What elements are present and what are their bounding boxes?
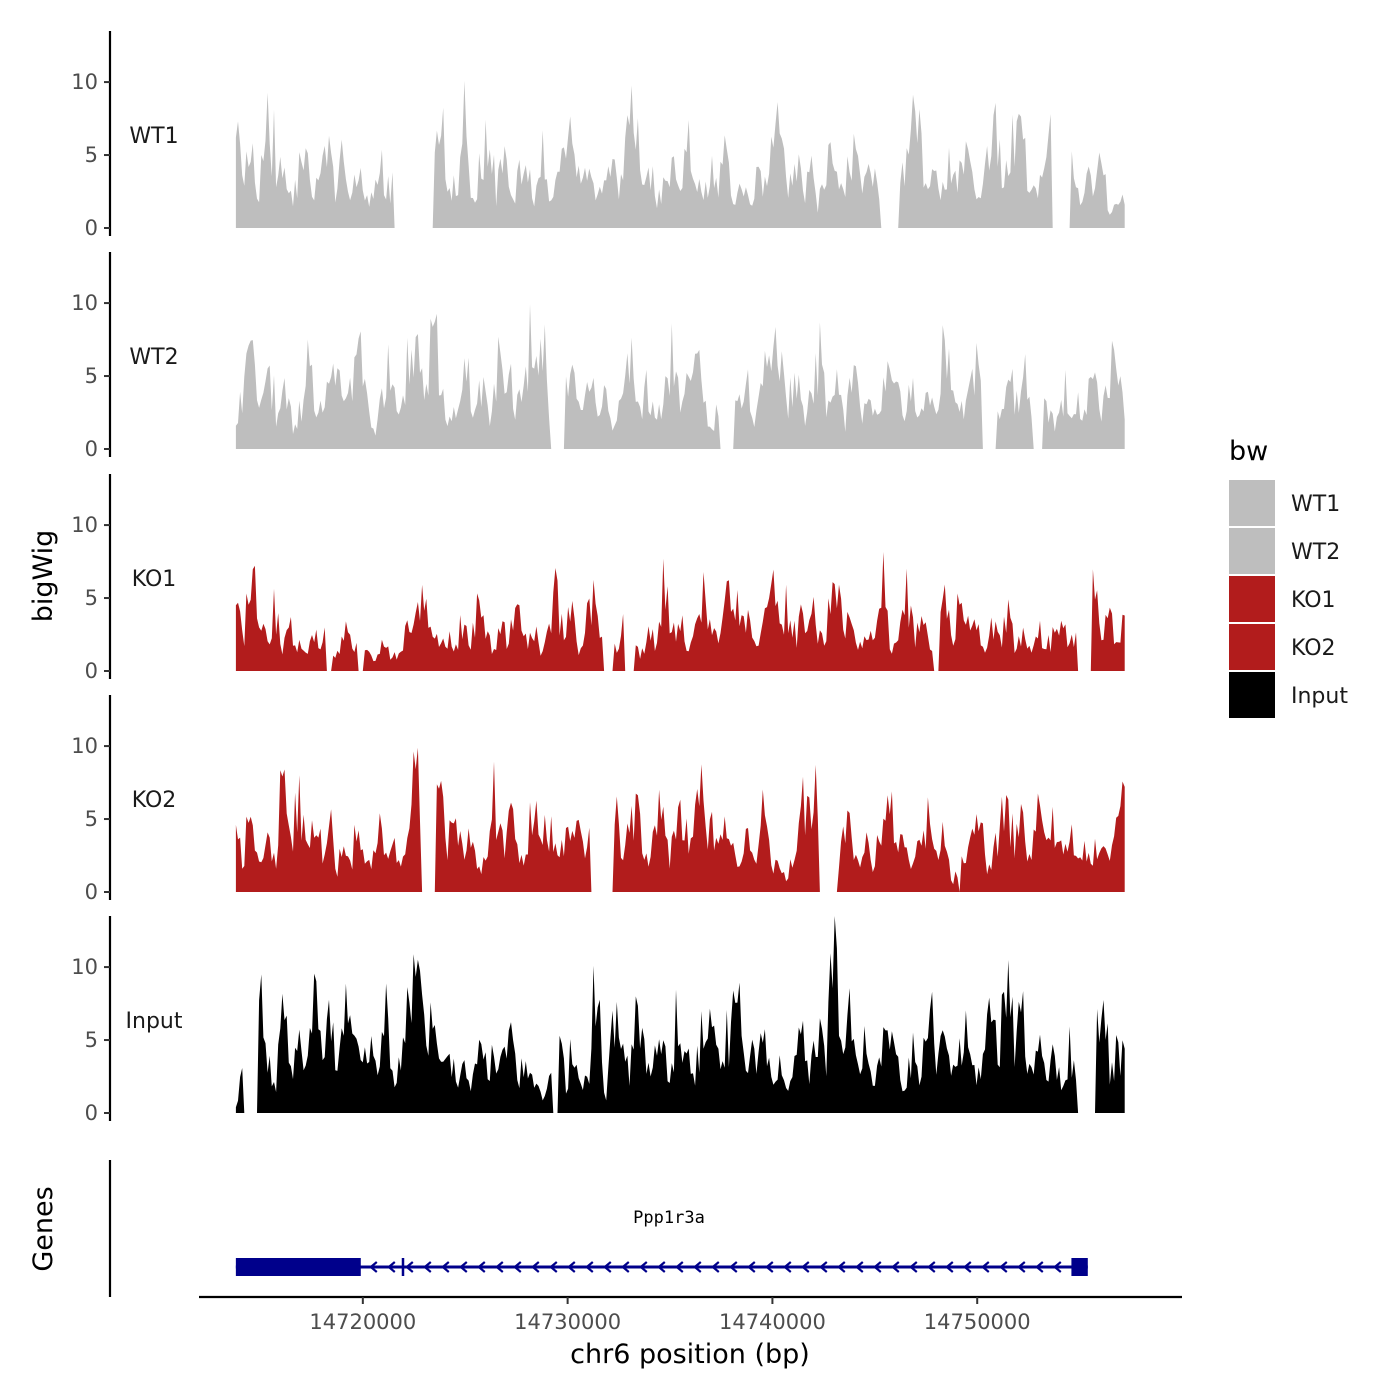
legend-title: bw — [1229, 436, 1268, 467]
track-ko1: 0 5 10 KO1 — [71, 474, 1125, 683]
gene-label-ppp1r3a: Ppp1r3a — [633, 1208, 705, 1228]
y-tick-label: 0 — [85, 216, 98, 240]
gene-strand-arrow — [729, 1261, 738, 1273]
gene-strand-arrow — [909, 1261, 918, 1273]
gene-strand-arrow — [405, 1261, 414, 1273]
y-tick-label: 10 — [71, 734, 98, 758]
gene-strand-arrow — [855, 1261, 864, 1273]
y-tick-label: 0 — [85, 880, 98, 904]
y-tick-label: 10 — [71, 513, 98, 537]
coverage-area-wt1 — [235, 80, 1125, 228]
y-axis-title: bigWig — [28, 530, 59, 623]
gene-exon-3 — [1071, 1258, 1088, 1276]
track-wt1: 0 5 10 WT1 — [71, 31, 1125, 240]
gene-strand-arrow — [783, 1261, 792, 1273]
gene-strand-arrow — [603, 1261, 612, 1273]
gene-strand-arrow — [819, 1261, 828, 1273]
y-tick-label: 10 — [71, 291, 98, 315]
x-tick-label: 14720000 — [309, 1310, 416, 1334]
gene-strand-arrow — [387, 1261, 396, 1273]
y-tick-label: 5 — [85, 364, 98, 388]
gene-strand-arrow — [459, 1261, 468, 1273]
x-tick-label: 14740000 — [719, 1310, 826, 1334]
coverage-tracks: 0 5 10 WT1 0 5 10 WT2 0 5 10 KO1 0 5 10 KO2 0 5 10 Input — [71, 31, 1125, 1125]
genes-panel: Ppp1r3a — [108, 1160, 1088, 1297]
legend-label-input: Input — [1291, 684, 1348, 709]
y-tick-label: 0 — [85, 659, 98, 683]
gene-strand-arrow — [693, 1261, 702, 1273]
x-axis-ticks: 14720000 14730000 14740000 14750000 — [309, 1297, 1031, 1334]
gene-strand-arrow — [945, 1261, 954, 1273]
x-tick-label: 14750000 — [924, 1310, 1031, 1334]
genes-axis-title: Genes — [28, 1186, 59, 1271]
gene-strand-arrow — [423, 1261, 432, 1273]
gene-strand-arrow — [963, 1261, 972, 1273]
track-label-input: Input — [126, 1009, 183, 1034]
track-label-wt2: WT2 — [129, 345, 178, 370]
gene-strand-arrow — [981, 1261, 990, 1273]
gene-strand-arrow — [567, 1261, 576, 1273]
gene-strand-arrow — [747, 1261, 756, 1273]
gene-strand-arrow — [495, 1261, 504, 1273]
legend-label-ko1: KO1 — [1291, 588, 1336, 613]
gene-strand-arrow — [549, 1261, 558, 1273]
legend-swatch-ko2 — [1229, 624, 1275, 670]
gene-strand-arrow — [1017, 1261, 1026, 1273]
legend-items: WT1 WT2 KO1 KO2 Input — [1229, 480, 1348, 718]
gene-strand-arrow — [441, 1261, 450, 1273]
y-tick-label: 10 — [71, 70, 98, 94]
coverage-area-ko2 — [235, 747, 1125, 892]
gene-track — [235, 1258, 1088, 1276]
legend-label-wt1: WT1 — [1291, 492, 1340, 517]
gene-strand-arrow — [1053, 1261, 1062, 1273]
gene-strand-arrow — [639, 1261, 648, 1273]
gene-exon-2 — [401, 1258, 405, 1276]
legend-swatch-wt2 — [1229, 528, 1275, 574]
legend-swatch-wt1 — [1229, 480, 1275, 526]
track-wt2: 0 5 10 WT2 — [71, 252, 1125, 461]
legend-label-wt2: WT2 — [1291, 540, 1340, 565]
y-tick-label: 0 — [85, 1101, 98, 1125]
gene-strand-arrow — [585, 1261, 594, 1273]
x-axis-title: chr6 position (bp) — [570, 1339, 810, 1370]
y-tick-label: 0 — [85, 437, 98, 461]
legend-swatch-ko1 — [1229, 576, 1275, 622]
legend: bw WT1 WT2 KO1 KO2 Input — [1229, 436, 1348, 718]
gene-strand-arrow — [675, 1261, 684, 1273]
gene-strand-arrow — [837, 1261, 846, 1273]
track-label-ko1: KO1 — [132, 567, 177, 592]
x-axis: 14720000 14730000 14740000 14750000 — [199, 1295, 1182, 1334]
gene-strand-arrow — [621, 1261, 630, 1273]
gene-strand-arrow — [873, 1261, 882, 1273]
gene-strand-arrow — [711, 1261, 720, 1273]
gene-strand-arrow — [927, 1261, 936, 1273]
gene-strand-arrow — [477, 1261, 486, 1273]
y-tick-label: 5 — [85, 1028, 98, 1052]
x-tick-label: 14730000 — [514, 1310, 621, 1334]
gene-strand-arrow — [657, 1261, 666, 1273]
gene-strand-arrow — [513, 1261, 522, 1273]
gene-strand-arrow — [765, 1261, 774, 1273]
y-tick-label: 10 — [71, 955, 98, 979]
track-ko2: 0 5 10 KO2 — [71, 695, 1125, 904]
gene-strand-arrow — [369, 1261, 378, 1273]
coverage-area-input — [235, 916, 1125, 1113]
legend-label-ko2: KO2 — [1291, 636, 1336, 661]
y-tick-label: 5 — [85, 143, 98, 167]
gene-strand-arrow — [801, 1261, 810, 1273]
gene-strand-arrow — [1035, 1261, 1044, 1273]
gene-strand-arrow — [999, 1261, 1008, 1273]
legend-swatch-input — [1229, 672, 1275, 718]
track-label-ko2: KO2 — [132, 788, 177, 813]
gene-strand-arrow — [891, 1261, 900, 1273]
gene-exon-1 — [235, 1258, 361, 1276]
coverage-area-wt2 — [235, 304, 1125, 449]
track-input: 0 5 10 Input — [71, 916, 1125, 1125]
track-label-wt1: WT1 — [129, 124, 178, 149]
coverage-area-ko1 — [235, 552, 1125, 671]
y-tick-label: 5 — [85, 807, 98, 831]
gene-strand-arrow — [531, 1261, 540, 1273]
y-tick-label: 5 — [85, 586, 98, 610]
